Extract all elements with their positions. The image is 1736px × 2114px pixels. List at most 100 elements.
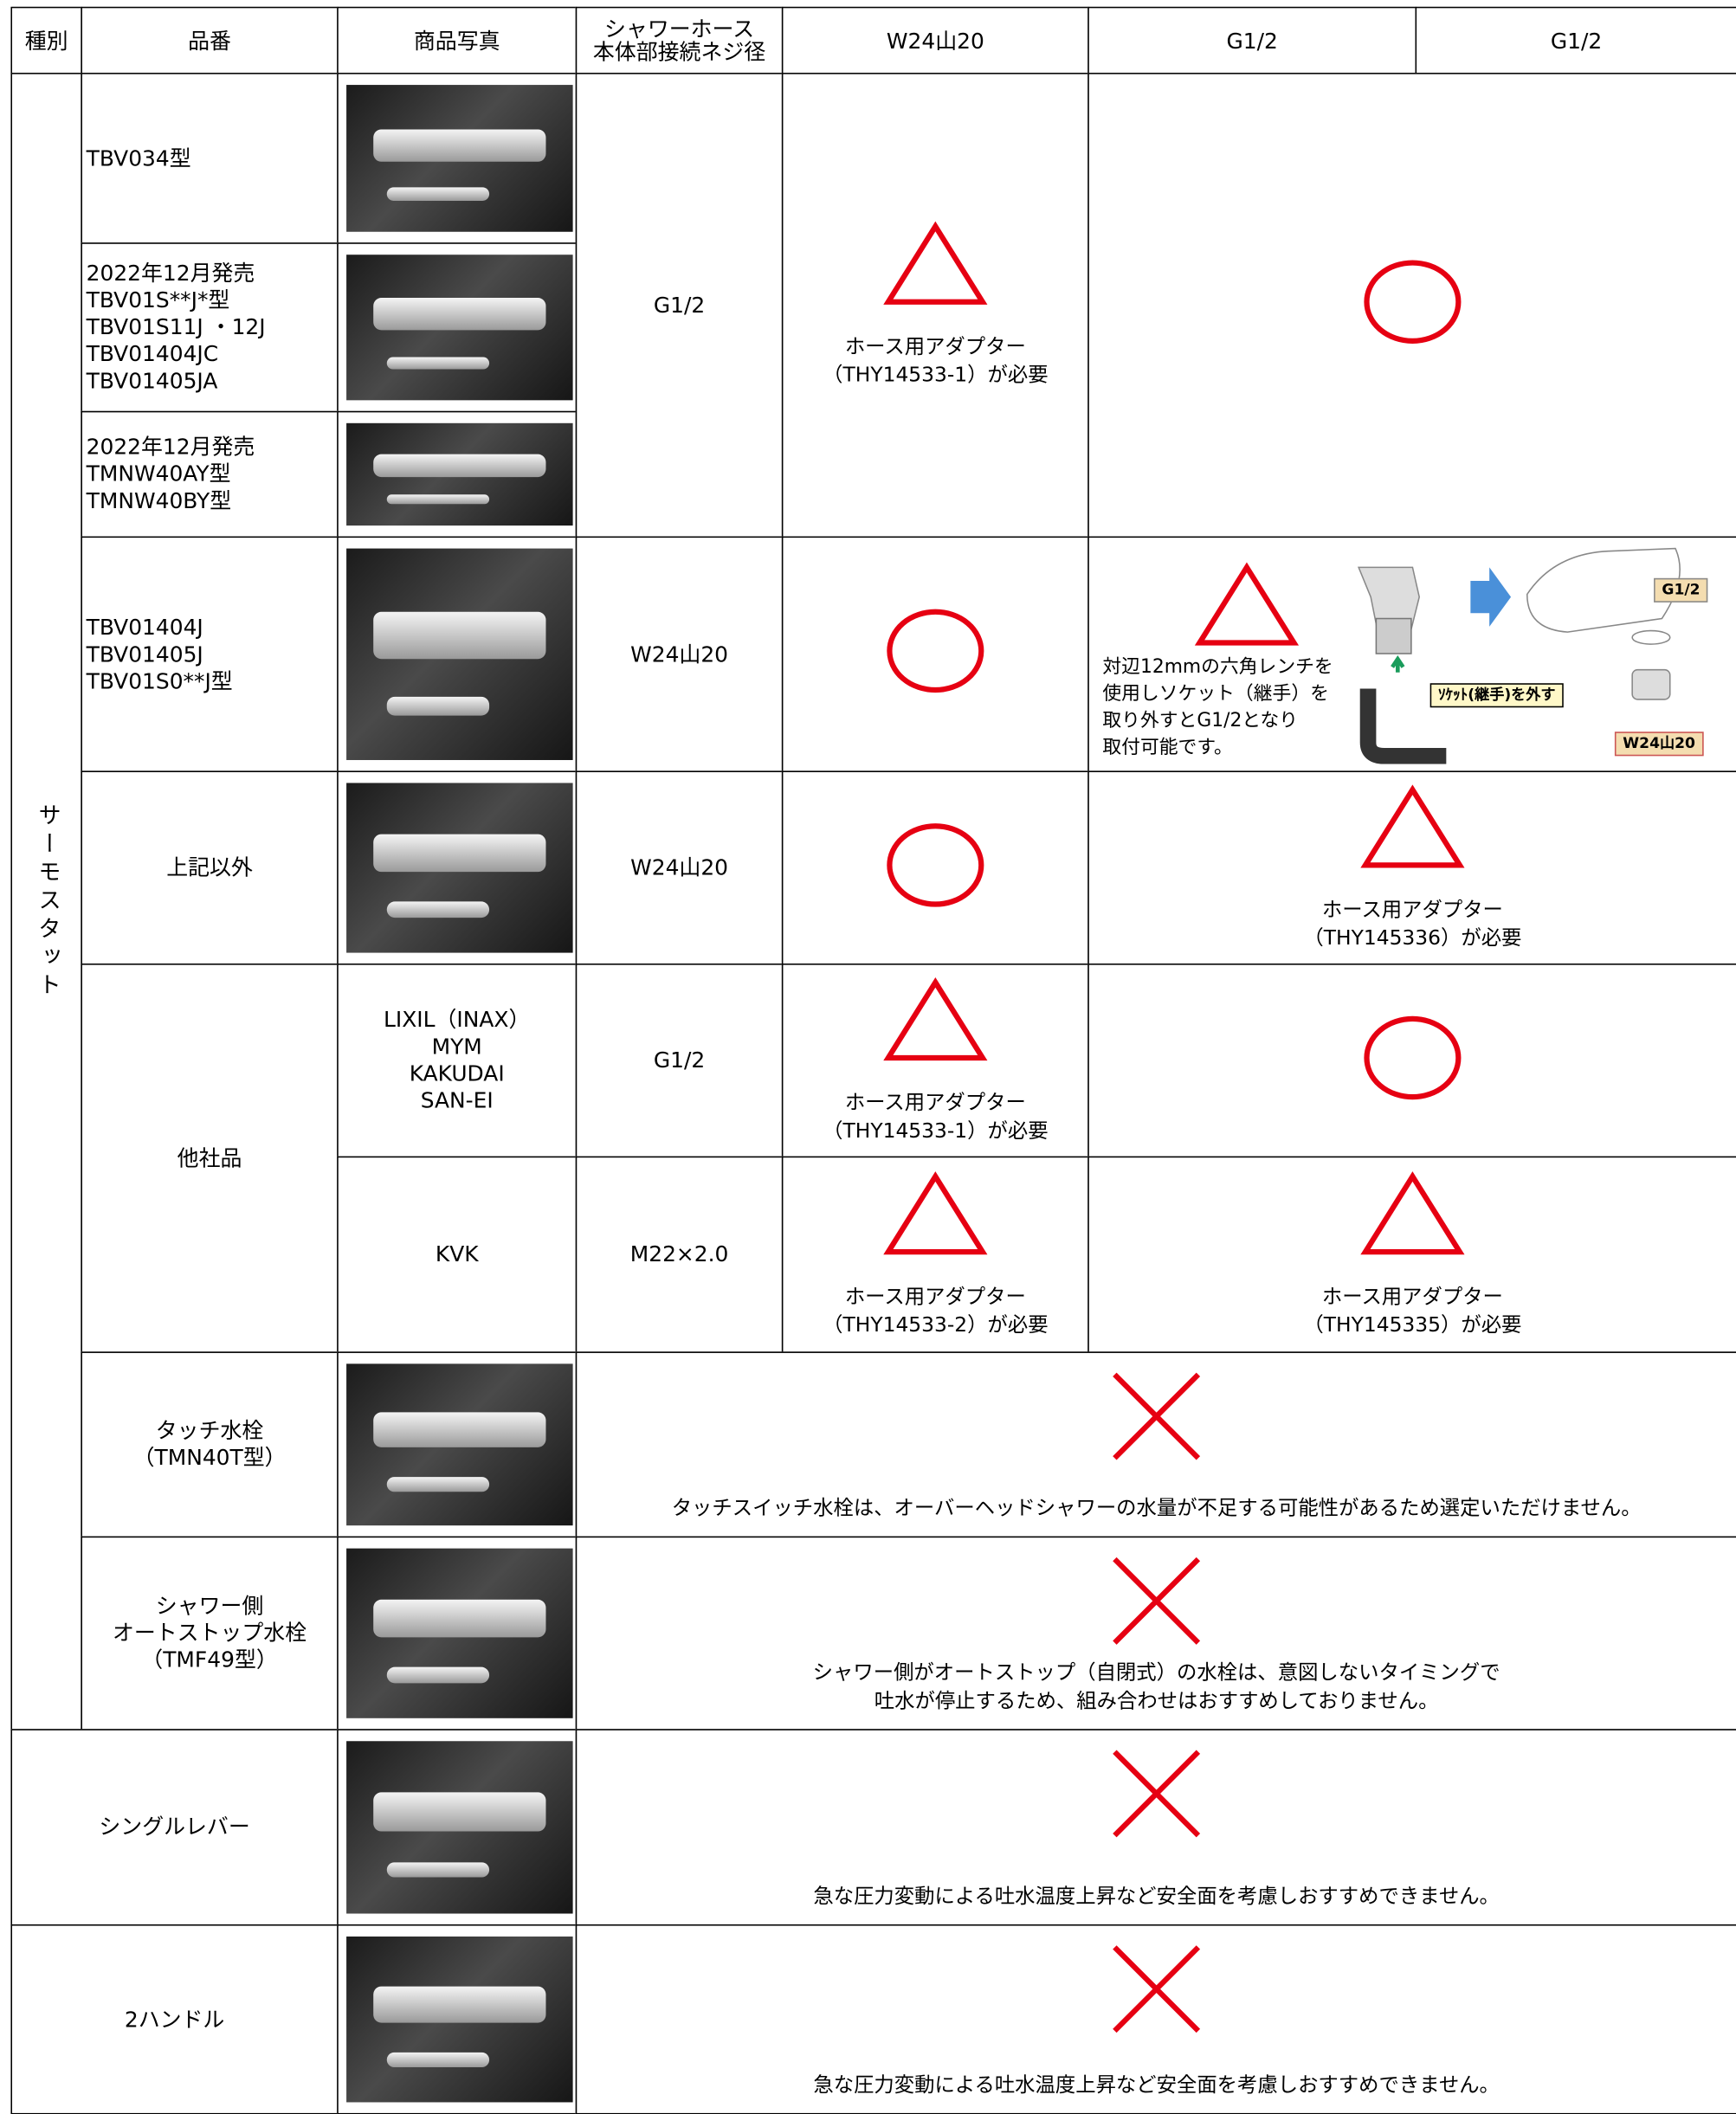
cross-mark	[1113, 1945, 1201, 2033]
circ-wrap	[884, 608, 986, 700]
note-line: 取付可能です。	[1102, 737, 1233, 759]
cell-text: 品番	[188, 27, 231, 54]
cell-line-block: LIXIL（INAX） MYM KAKUDAI SAN-EI	[384, 1007, 530, 1115]
table-cell: 2ハンドル	[10, 1924, 339, 2114]
cell-line-block: 2022年12月発売 TMNW40AY型 TMNW40BY型	[87, 434, 255, 514]
cell-line: 2022年12月発売	[86, 260, 255, 287]
cell-line-block: TBV034型	[87, 145, 191, 171]
faucet-body	[373, 834, 546, 872]
table-cell	[337, 1729, 578, 1926]
faucet-spout	[387, 696, 489, 716]
cell-text: G1/2	[1226, 27, 1278, 54]
faucet-body	[373, 1793, 546, 1831]
note-line-block: ホース用アダプター （THY145335）が必要	[1303, 1282, 1521, 1338]
tri-wrap	[883, 221, 988, 313]
table-cell: LIXIL（INAX） MYM KAKUDAI SAN-EI	[337, 964, 578, 1158]
cell-line-block: シャワー側 オートストップ水栓 （TMF49型）	[113, 1593, 307, 1673]
product-photo	[346, 783, 573, 953]
faucet-body	[373, 1986, 546, 2023]
table-cell	[781, 536, 1089, 772]
note-line: ホース用アダプター	[844, 334, 1026, 359]
cell-line: KAKUDAI	[409, 1060, 505, 1086]
faucet-spout	[387, 2053, 489, 2068]
cell-line: MYM	[431, 1033, 482, 1060]
faucet-body	[373, 611, 546, 659]
note-line-block: ホース用アダプター （THY14533-1）が必要	[823, 1088, 1048, 1144]
table-cell: 急な圧力変動による吐水温度上昇など安全面を考慮しおすすめできません。	[575, 1729, 1736, 1926]
cell-line: SAN-EI	[420, 1087, 494, 1113]
cell-line: TBV01404J	[86, 614, 203, 640]
table-cell: G1/2	[575, 73, 784, 538]
note-line: 吐水が停止するため、組み合わせはおすすめしておりません。	[874, 1688, 1439, 1713]
cross-mark	[1113, 1750, 1201, 1838]
table-cell: 品番	[81, 6, 339, 74]
table-cell	[337, 770, 578, 965]
note-line: 対辺12mmの六角レンチを	[1102, 656, 1333, 679]
cell-line-block: シャワーホース 本体部接続ネジ径	[593, 17, 765, 63]
table-cell: W24山20	[575, 770, 784, 965]
cell-text: G1/2	[653, 292, 706, 318]
table-cell	[337, 73, 578, 244]
product-photo	[346, 1936, 573, 2103]
cross-wrap	[1109, 1746, 1204, 1847]
tri-wrap	[1360, 783, 1465, 876]
tri-wrap	[1194, 562, 1300, 654]
triangle-mark	[883, 976, 988, 1060]
faucet-spout	[387, 1861, 489, 1878]
cell-line: TBV01S0**J型	[86, 667, 233, 693]
cell-line-block: 2022年12月発売 TBV01S**J*型 TBV01S11J ・12J TBV01…	[87, 260, 266, 395]
circ-wrap	[1361, 259, 1463, 351]
triangle-mark	[883, 1170, 988, 1254]
table-cell: ホース用アダプター （THY14533-2）が必要	[781, 1156, 1089, 1353]
table-cell	[337, 1351, 578, 1538]
cell-line: シャワー側	[155, 1593, 264, 1619]
tri-wrap	[883, 1170, 988, 1263]
triangle-mark	[1194, 562, 1300, 646]
table-cell: タッチ水栓 （TMN40T型）	[81, 1351, 339, 1538]
cell-text: G1/2	[1550, 27, 1603, 54]
table-cell: M22×2.0	[575, 1156, 784, 1353]
table-cell: ホース用アダプター （THY14533-1）が必要	[781, 73, 1089, 538]
note-line: シャワー側がオートストップ（自閉式）の水栓は、意図しないタイミングで	[812, 1660, 1500, 1685]
cell-text: 上記以外	[166, 854, 253, 880]
cell-line: TMNW40BY型	[86, 487, 232, 514]
cell-text: シングルレバー	[99, 1814, 250, 1840]
circle-mark	[1364, 260, 1462, 344]
cell-line: 2022年12月発売	[86, 434, 255, 460]
diagram-label: W24山20	[1614, 732, 1704, 757]
cell-line: TBV034型	[86, 145, 191, 171]
table-cell: TBV034型	[81, 73, 339, 244]
cell-text: W24山20	[630, 854, 729, 880]
note-line-block: ホース用アダプター （THY145336）が必要	[1303, 895, 1521, 951]
faucet-body	[373, 1412, 546, 1448]
cell-line-block: タッチ水栓 （TMN40T型）	[133, 1418, 287, 1472]
table-cell: 種別	[10, 6, 82, 74]
table-cell: シングルレバー	[10, 1729, 339, 1926]
triangle-mark	[883, 221, 988, 305]
table-cell: KVK	[337, 1156, 578, 1353]
cell-text: 商品写真	[413, 27, 500, 54]
cross-mark	[1113, 1372, 1201, 1460]
cell-line: TMNW40AY型	[86, 461, 231, 487]
cell-line: LIXIL（INAX）	[384, 1006, 531, 1033]
cell-line: シャワーホース	[604, 16, 755, 42]
cell-line: タッチ水栓	[155, 1417, 264, 1444]
product-photo	[346, 255, 573, 401]
product-photo	[346, 1548, 573, 1718]
cell-line: TBV01S11J ・12J	[86, 313, 266, 340]
table-cell	[337, 410, 578, 538]
diagram-label: G1/2	[1654, 577, 1708, 603]
cell-line-block: TBV01404J TBV01405J TBV01S0**J型	[87, 614, 233, 694]
note-line-block: ホース用アダプター （THY14533-1）が必要	[823, 333, 1048, 390]
circle-mark	[887, 609, 984, 693]
cell-text: W24山20	[630, 641, 729, 667]
diagram-art	[1352, 540, 1736, 764]
note-line-block: 急な圧力変動による吐水温度上昇など安全面を考慮しおすすめできません。	[813, 1883, 1500, 1911]
circ-wrap	[1361, 1014, 1463, 1106]
note-line: タッチスイッチ水栓は、オーバーヘッドシャワーの水量が不足する可能性があるため選定…	[671, 1495, 1642, 1520]
cell-line: TBV01405J	[86, 641, 203, 667]
cell-line: TBV01404JC	[86, 340, 219, 367]
table-cell: 2022年12月発売 TBV01S**J*型 TBV01S11J ・12J TBV01…	[81, 242, 339, 413]
faucet-spout	[387, 1477, 489, 1492]
diagram-label: ｿｹｯﾄ(継手)を外す	[1429, 683, 1564, 708]
